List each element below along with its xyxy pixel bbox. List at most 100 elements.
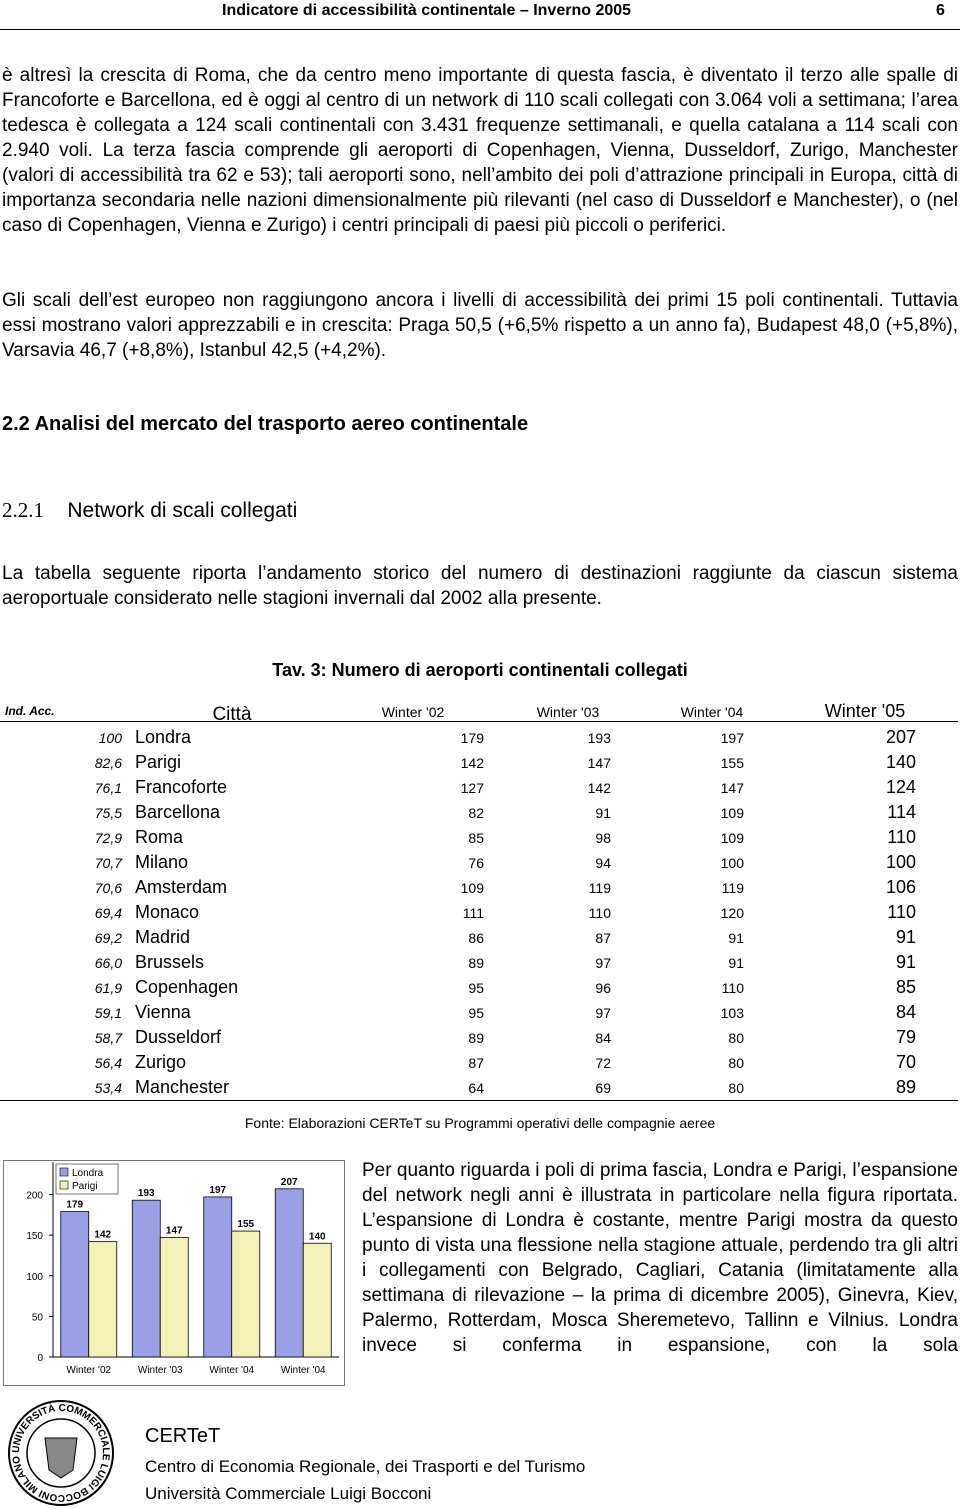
table-cell: 84	[895, 1002, 916, 1022]
table-cell: Milano	[135, 852, 189, 872]
bar	[302, 1242, 332, 1358]
table-cell: Madrid	[135, 927, 191, 947]
column-header: Ind. Acc.	[5, 704, 55, 718]
table-cell: 103	[720, 1005, 744, 1021]
table-cell: 56,4	[94, 1055, 122, 1071]
table-cell: 64	[468, 1080, 484, 1096]
x-tick-label: Winter '03	[138, 1365, 183, 1376]
subsection-number: 2.2.1	[2, 498, 44, 522]
y-tick-label: 0	[37, 1353, 43, 1364]
table-cell: 53,4	[94, 1080, 122, 1096]
table-cell: 89	[468, 955, 484, 971]
table-cell: 69	[595, 1080, 611, 1096]
table-cell: 120	[720, 905, 744, 921]
column-header: Winter '04	[680, 704, 744, 720]
value-label: 147	[166, 1226, 183, 1237]
table-cell: 124	[885, 777, 916, 797]
y-tick-label: 150	[26, 1231, 43, 1242]
table-cell: 110	[721, 980, 744, 996]
table-cell: 87	[468, 1055, 484, 1071]
table-cell: 72	[595, 1055, 611, 1071]
table-cell: 89	[468, 1030, 484, 1046]
table-cell: 91	[895, 952, 916, 972]
y-tick-label: 100	[26, 1272, 43, 1283]
table-cell: 207	[885, 727, 916, 747]
table-cell: 197	[720, 730, 744, 746]
table-cell: 80	[728, 1030, 744, 1046]
table-cell: 75,5	[94, 805, 122, 821]
table-cell: 84	[595, 1030, 611, 1046]
table-cell: 179	[460, 730, 484, 746]
table-cell: 119	[721, 880, 744, 896]
bar	[159, 1237, 189, 1358]
table-cell: 94	[595, 855, 611, 871]
bar	[231, 1230, 261, 1358]
legend-swatch	[59, 1180, 69, 1190]
table-cell: 91	[728, 955, 744, 971]
table-cell: 119	[588, 880, 611, 896]
table-cell: 111	[462, 905, 484, 921]
page-number: 6	[936, 2, 945, 19]
value-label: 207	[281, 1177, 298, 1188]
bar	[88, 1241, 118, 1358]
value-label: 193	[138, 1188, 155, 1199]
value-label: 142	[94, 1230, 111, 1241]
bar-chart: 0 50 100 150 200 179 193 197 207 142 147 155 140 Wint…	[3, 1160, 345, 1386]
legend-label: Parigi	[72, 1181, 98, 1192]
side-paragraph: Per quanto riguarda i poli di prima fasc…	[362, 1160, 958, 1356]
table-cell: 86	[468, 930, 484, 946]
table-cell: 97	[595, 1005, 611, 1021]
table-cell: 82	[468, 805, 484, 821]
footer-name: CERTeT	[145, 1425, 221, 1447]
table-cell: 147	[720, 780, 744, 796]
table: Ind. Acc. Città Winter '02 Winter '03 Winter…	[0, 690, 960, 1110]
table-cell: 142	[587, 780, 611, 796]
table-cell: 80	[728, 1055, 744, 1071]
table-cell: 140	[885, 752, 916, 772]
table-cell: 193	[587, 730, 611, 746]
column-header: Winter '02	[381, 704, 445, 720]
table-cell: 58,7	[94, 1030, 122, 1046]
table-cell: 100	[720, 855, 744, 871]
subsection-heading: 2.2.1 Network di scali collegati	[2, 498, 297, 523]
logo: UNIVERSITÀ COMMERCIALE LUIGI BOCCONI MIL…	[8, 1400, 114, 1506]
table-cell: 85	[895, 977, 916, 997]
legend-label: Londra	[72, 1168, 104, 1179]
table-cell: Francoforte	[135, 777, 228, 797]
value-label: 140	[309, 1231, 326, 1242]
y-tick-label: 200	[26, 1191, 43, 1202]
table-source: Fonte: Elaborazioni CERTeT su Programmi …	[0, 1115, 960, 1131]
table-cell: Brussels	[135, 952, 205, 972]
table-cell: Manchester	[135, 1077, 230, 1097]
table-cell: 91	[595, 805, 611, 821]
table-cell: 91	[895, 927, 916, 947]
table-cell: 87	[595, 930, 611, 946]
table-cell: Roma	[135, 827, 184, 847]
table-cell: 61,9	[94, 980, 122, 996]
table-cell: Copenhagen	[135, 977, 239, 997]
paragraph: è altresì la crescita di Roma, che da ce…	[2, 65, 958, 236]
table-rule	[0, 1100, 958, 1101]
table-cell: 110	[588, 905, 611, 921]
table-cell: 80	[728, 1080, 744, 1096]
bar	[274, 1188, 304, 1358]
table-cell: Londra	[135, 727, 192, 747]
value-label: 197	[209, 1185, 226, 1196]
header-title: Indicatore di accessibilità continentale…	[222, 2, 632, 19]
bar	[203, 1196, 233, 1358]
table-caption: Tav. 3: Numero di aeroporti continentali…	[272, 660, 688, 680]
table-cell: 85	[468, 830, 484, 846]
bar	[131, 1199, 161, 1358]
legend-swatch	[59, 1167, 69, 1177]
value-label: 155	[237, 1219, 254, 1230]
table-cell: 110	[887, 827, 916, 847]
table-cell: 109	[720, 830, 744, 846]
table-cell: 109	[460, 880, 484, 896]
table-cell: 142	[460, 755, 484, 771]
table-cell: 98	[595, 830, 611, 846]
table-cell: 70	[895, 1052, 916, 1072]
value-label: 179	[66, 1200, 83, 1211]
table-cell: 95	[468, 1005, 484, 1021]
table-rule	[0, 721, 958, 722]
